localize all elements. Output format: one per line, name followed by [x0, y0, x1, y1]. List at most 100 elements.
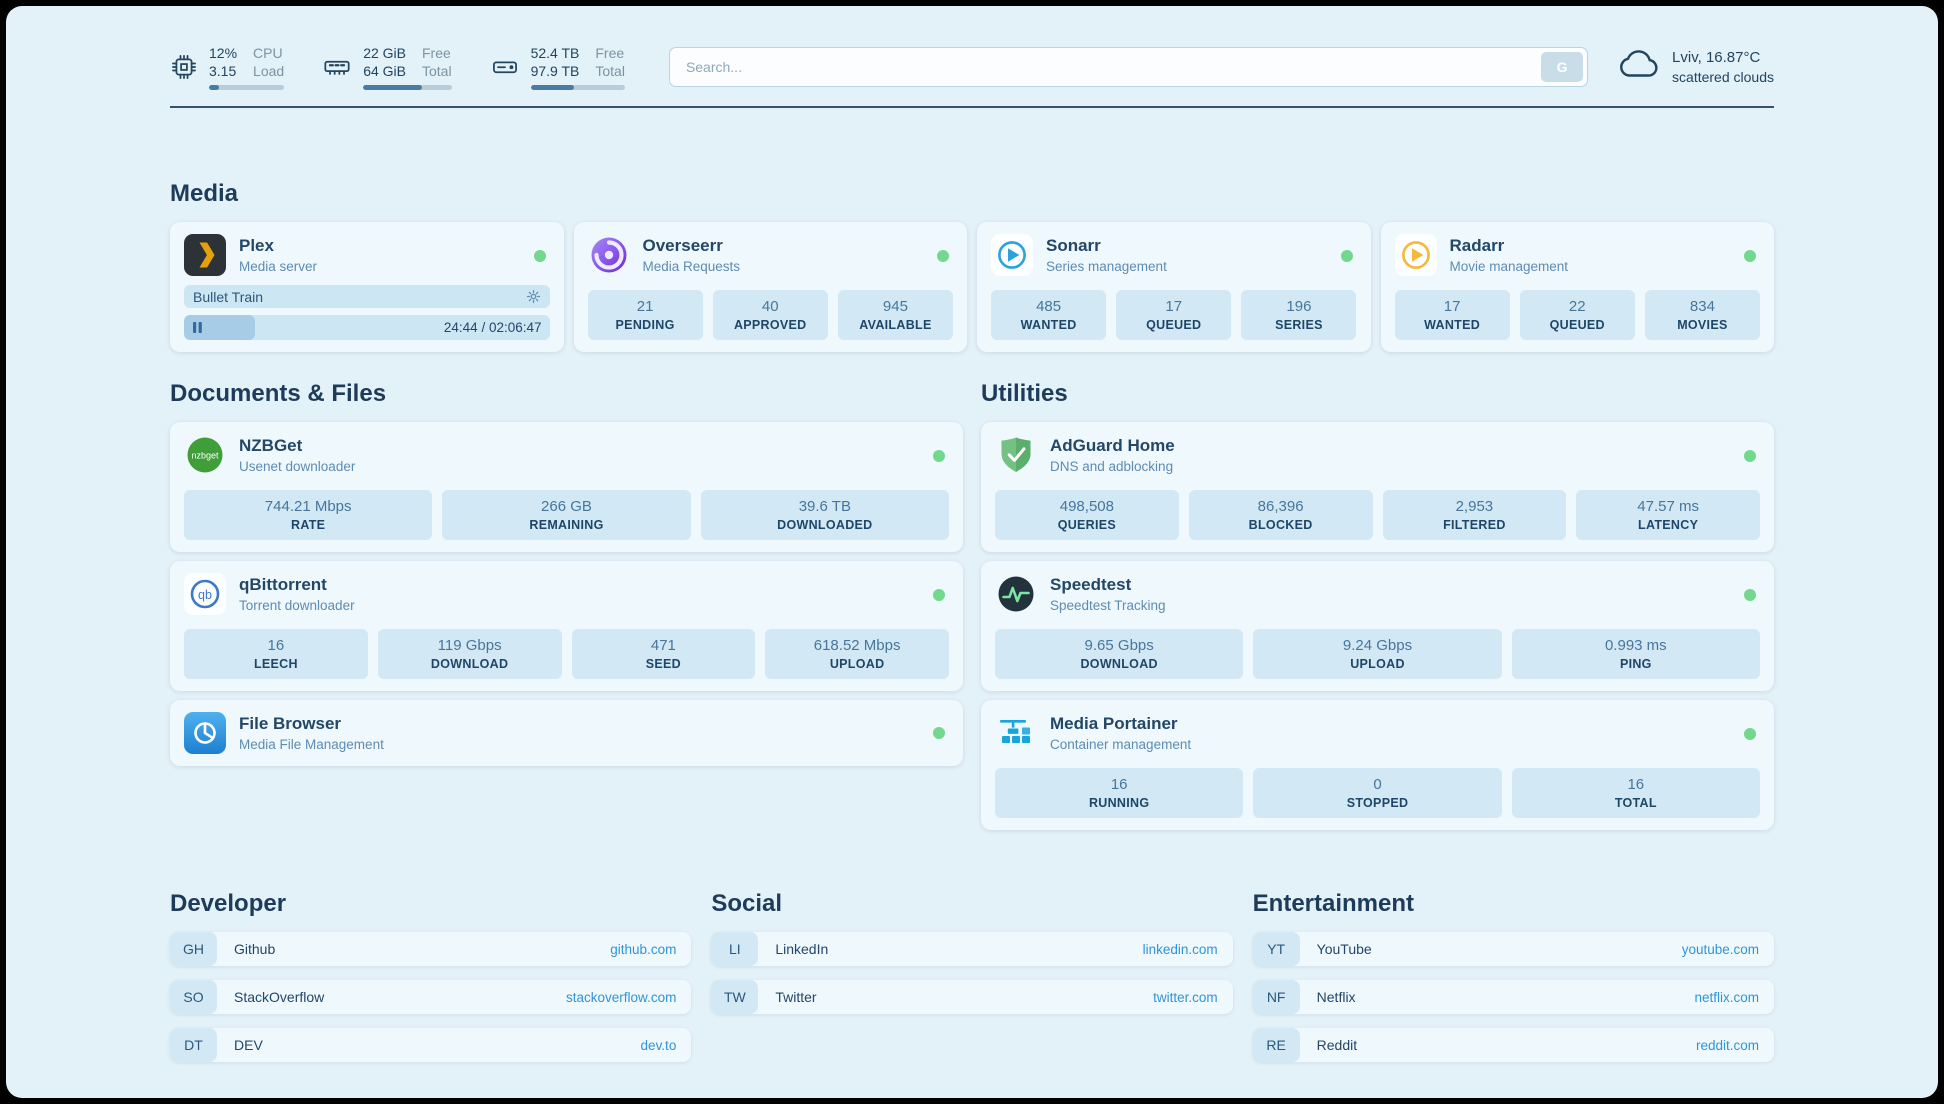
utilities-section: Utilities AdGuard Home D	[981, 380, 1774, 831]
cpu-progress-bar	[209, 85, 285, 91]
stat-value: 744.21 Mbps	[264, 498, 352, 516]
service-subtitle: Speedtest Tracking	[1050, 598, 1166, 614]
disk-widget: 52.4 TB 97.9 TB Free Total	[490, 44, 625, 91]
qbittorrent-card[interactable]: qb qBittorrent Torrent downloader 16 LEE…	[170, 561, 963, 692]
stackoverflow-abbr-icon: SO	[170, 980, 217, 1015]
stat-label: PING	[1619, 657, 1652, 672]
stat-filtered: 2,953 FILTERED	[1382, 490, 1567, 541]
stat-label: BLOCKED	[1248, 518, 1313, 533]
bookmark-dev[interactable]: DT DEV dev.to	[170, 1028, 692, 1063]
bookmark-url[interactable]: stackoverflow.com	[566, 989, 677, 1005]
github-abbr-icon: GH	[170, 932, 217, 967]
bookmark-stackoverflow[interactable]: SO StackOverflow stackoverflow.com	[170, 980, 692, 1015]
stat-pending: 21 PENDING	[587, 290, 703, 341]
bookmark-url[interactable]: netflix.com	[1694, 989, 1759, 1005]
stat-value: 119 Gbps	[437, 637, 502, 655]
bookmark-url[interactable]: linkedin.com	[1142, 941, 1218, 957]
stat-value: 17	[1443, 298, 1461, 316]
stat-wanted: 485 WANTED	[991, 290, 1107, 341]
memory-label-1: Free	[422, 45, 451, 61]
settings-gear-icon[interactable]	[526, 289, 541, 304]
bookmark-netflix[interactable]: NF Netflix netflix.com	[1252, 980, 1774, 1015]
stat-label: STOPPED	[1346, 796, 1409, 811]
stat-remaining: 266 GB REMAINING	[442, 490, 691, 541]
service-name: Overseerr	[642, 236, 723, 256]
stat-stopped: 0 STOPPED	[1253, 768, 1502, 819]
stat-value: 40	[761, 298, 779, 316]
overseerr-card[interactable]: Overseerr Media Requests 21 PENDING 40 A…	[573, 222, 967, 353]
sonarr-card[interactable]: Sonarr Series management 485 WANTED 17 Q…	[977, 222, 1371, 353]
plex-card[interactable]: Plex Media server Bullet Train	[170, 222, 564, 353]
bookmark-name: Reddit	[1316, 1037, 1358, 1054]
bookmark-twitter[interactable]: TW Twitter twitter.com	[711, 980, 1233, 1015]
bookmark-youtube[interactable]: YT YouTube youtube.com	[1252, 932, 1774, 967]
stat-label: DOWNLOAD	[430, 657, 509, 672]
plex-icon	[184, 234, 226, 277]
disk-total-value: 97.9 TB	[530, 63, 580, 80]
filebrowser-card[interactable]: File Browser Media File Management	[170, 700, 963, 767]
nzbget-icon: nzbget	[184, 434, 226, 476]
bookmark-url[interactable]: twitter.com	[1153, 989, 1218, 1005]
status-dot	[1744, 728, 1756, 741]
bookmark-linkedin[interactable]: LI LinkedIn linkedin.com	[711, 932, 1233, 967]
stat-download: 9.65 Gbps DOWNLOAD	[995, 629, 1244, 680]
stat-value: 2,953	[1455, 498, 1494, 516]
stat-label: PENDING	[615, 318, 675, 333]
now-playing-row: Bullet Train	[184, 285, 550, 309]
radarr-card[interactable]: Radarr Movie management 17 WANTED 22 QUE…	[1380, 222, 1774, 353]
disk-progress-bar	[530, 85, 625, 91]
stat-downloaded: 39.6 TB DOWNLOADED	[700, 490, 949, 541]
service-name: Sonarr	[1046, 236, 1101, 256]
bookmark-url[interactable]: youtube.com	[1681, 941, 1759, 957]
service-subtitle: Usenet downloader	[239, 459, 356, 475]
nzbget-card[interactable]: nzbget NZBGet Usenet downloader 744.21 M…	[170, 422, 963, 553]
stat-value: 266 GB	[541, 498, 592, 516]
topbar-divider	[170, 106, 1774, 109]
system-widgets: 12% 3.15 CPU Load	[170, 44, 625, 91]
memory-widget: 22 GiB 64 GiB Free Total	[322, 44, 452, 91]
service-name: NZBGet	[239, 436, 303, 456]
search-input[interactable]	[668, 47, 1589, 88]
social-section: Social LI LinkedIn linkedin.com TW Twitt…	[711, 890, 1233, 1062]
speedtest-card[interactable]: Speedtest Speedtest Tracking 9.65 Gbps D…	[981, 561, 1774, 692]
status-dot	[937, 250, 949, 263]
status-dot	[1340, 250, 1353, 263]
playback-progress-bar[interactable]: 24:44 / 02:06:47	[184, 315, 550, 341]
stat-label: FILTERED	[1443, 518, 1506, 533]
bookmark-url[interactable]: github.com	[610, 941, 677, 957]
stat-label: DOWNLOADED	[777, 518, 873, 533]
cpu-progress-fill	[209, 85, 219, 91]
bookmark-url[interactable]: reddit.com	[1695, 1037, 1759, 1053]
bookmark-url[interactable]: dev.to	[640, 1037, 677, 1053]
netflix-abbr-icon: NF	[1252, 980, 1300, 1015]
documents-section: Documents & Files nzbget NZBGet Usenet d…	[170, 380, 963, 830]
reddit-abbr-icon: RE	[1252, 1028, 1300, 1063]
pause-icon[interactable]	[193, 322, 202, 334]
search-engine-button[interactable]: G	[1541, 52, 1584, 83]
cpu-load-value: 3.15	[209, 63, 237, 80]
portainer-card[interactable]: Media Portainer Container management 16 …	[981, 700, 1774, 831]
stat-value: 16	[1110, 776, 1128, 794]
hard-drive-icon	[490, 53, 520, 81]
adguard-card[interactable]: AdGuard Home DNS and adblocking 498,508 …	[981, 422, 1774, 553]
memory-total-value: 64 GiB	[363, 63, 406, 80]
cpu-chip-icon	[170, 53, 198, 81]
stat-label: QUERIES	[1057, 518, 1117, 533]
bookmark-name: LinkedIn	[775, 941, 829, 958]
stat-value: 9.24 Gbps	[1342, 637, 1413, 655]
cpu-percent: 12%	[209, 45, 238, 61]
entertainment-heading: Entertainment	[1252, 890, 1415, 918]
stat-label: RATE	[291, 518, 326, 533]
bookmark-name: StackOverflow	[234, 989, 325, 1006]
bookmark-name: DEV	[234, 1037, 263, 1054]
stat-seed: 471 SEED	[571, 629, 756, 680]
stat-label: AVAILABLE	[859, 318, 932, 333]
bookmark-reddit[interactable]: RE Reddit reddit.com	[1252, 1028, 1774, 1063]
stat-blocked: 86,396 BLOCKED	[1188, 490, 1373, 541]
stat-running: 16 RUNNING	[995, 768, 1244, 819]
top-bar: 12% 3.15 CPU Load	[170, 44, 1774, 91]
service-subtitle: Media File Management	[239, 737, 384, 753]
disk-progress-fill	[530, 85, 574, 91]
bookmark-github[interactable]: GH Github github.com	[170, 932, 692, 967]
developer-section: Developer GH Github github.com SO StackO…	[170, 890, 692, 1063]
